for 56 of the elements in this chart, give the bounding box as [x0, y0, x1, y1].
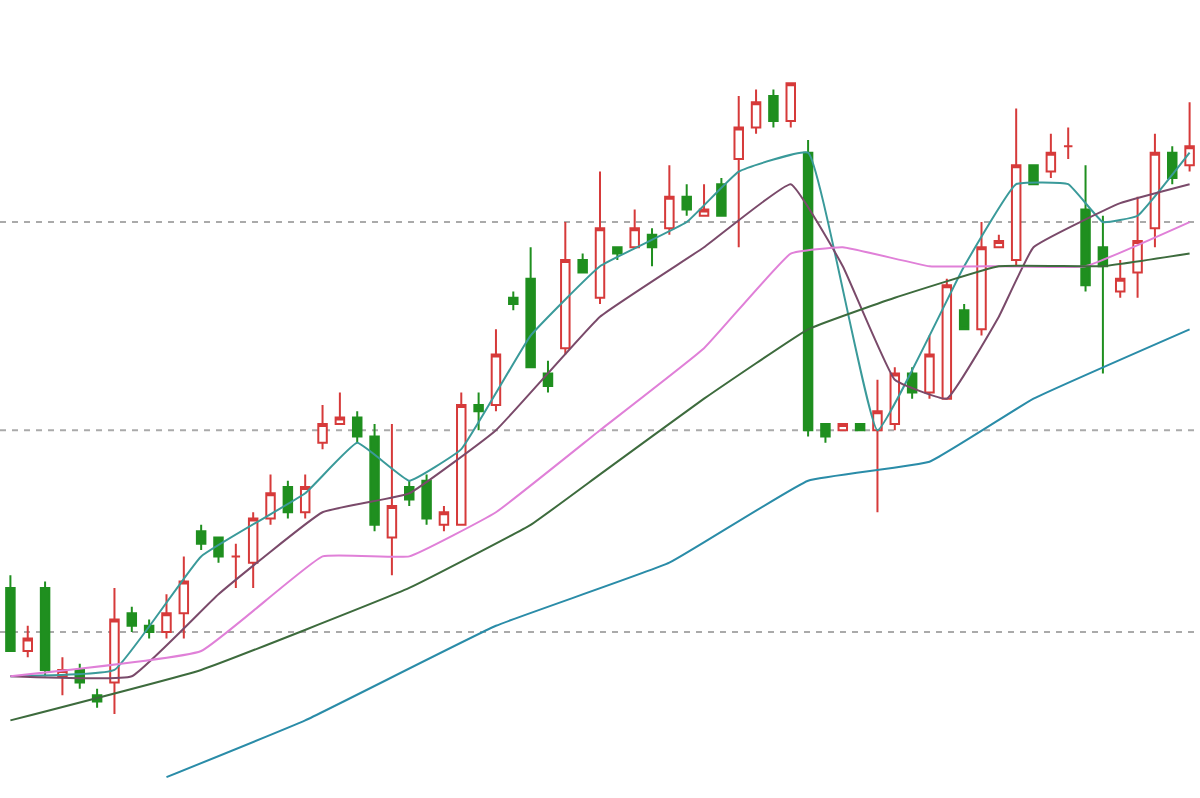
candlestick	[369, 422, 380, 533]
candlestick	[161, 593, 172, 640]
candlestick	[976, 221, 987, 337]
candlestick	[421, 473, 432, 526]
candlestick	[126, 605, 138, 634]
candlestick	[993, 233, 1005, 249]
candlestick	[508, 290, 519, 312]
candlestick	[109, 586, 120, 716]
candlestick	[1184, 101, 1195, 173]
candlestick	[1114, 258, 1126, 299]
candlestick	[716, 176, 727, 217]
candlestick	[768, 88, 779, 129]
candlestick	[351, 410, 363, 444]
candlestick	[247, 511, 259, 589]
candlestick	[733, 94, 744, 249]
candlestick	[230, 542, 242, 589]
candlestick	[542, 359, 554, 394]
candlestick	[386, 422, 398, 577]
candlestick	[629, 208, 640, 249]
candlestick	[195, 523, 207, 552]
candlestick	[1097, 214, 1109, 375]
candlestick	[1080, 164, 1091, 293]
candlestick	[1132, 195, 1143, 299]
candlestick	[612, 246, 623, 261]
candlestick	[681, 183, 692, 217]
candlestick	[664, 164, 675, 236]
candlestick	[438, 504, 450, 533]
candlestick	[577, 252, 588, 274]
candlestick	[265, 473, 276, 526]
candlestick	[958, 303, 970, 331]
candlestick	[1010, 107, 1022, 268]
candlestick	[178, 555, 190, 640]
candlestick	[1149, 132, 1161, 249]
candlestick	[1028, 164, 1039, 186]
candlestick	[39, 580, 51, 678]
candlestick	[490, 328, 502, 413]
candlestick	[317, 404, 328, 451]
candlestick	[1045, 132, 1057, 179]
candlestick	[785, 82, 796, 129]
candlestick	[802, 139, 814, 438]
candlestick	[525, 246, 536, 369]
candlestick	[473, 391, 484, 432]
candlestick	[22, 624, 33, 659]
candlestick	[1062, 126, 1074, 160]
candlestick	[750, 88, 762, 135]
candlestick	[820, 422, 831, 444]
candlestick	[299, 473, 311, 520]
candlestick	[594, 170, 606, 306]
candlestick	[698, 183, 710, 217]
candlestick	[5, 574, 16, 653]
candlestick	[560, 221, 571, 356]
candlestick	[1167, 145, 1178, 186]
candlestick	[872, 378, 883, 514]
candlestick	[456, 391, 467, 526]
candlestick	[924, 334, 935, 400]
candlestick	[334, 391, 346, 425]
